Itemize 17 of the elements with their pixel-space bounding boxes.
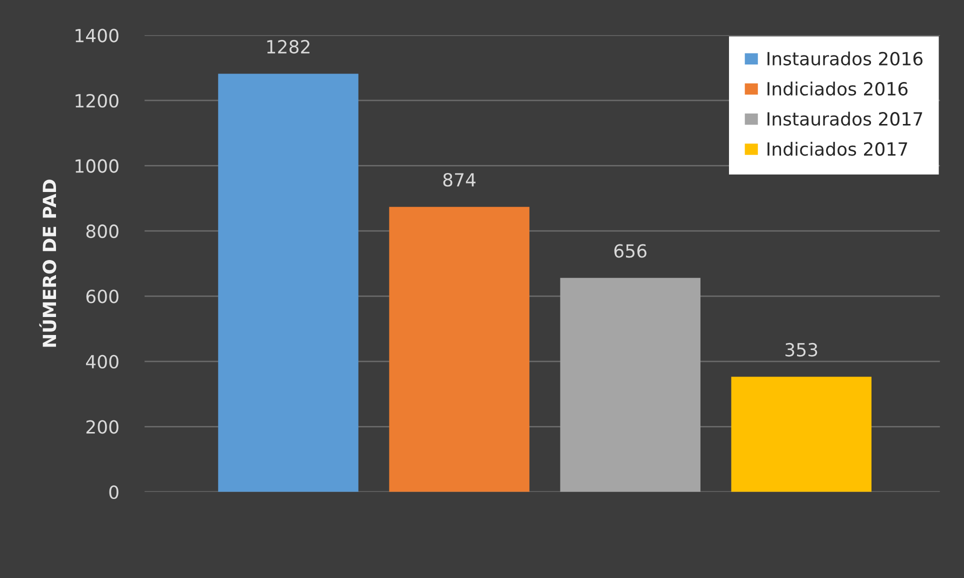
data-label: 656 xyxy=(614,244,646,258)
y-tick-label: 200 xyxy=(86,420,118,434)
legend-label: Instaurados 2017 xyxy=(768,112,922,126)
y-tick-label: 800 xyxy=(86,224,118,238)
y-tick-label: 0 xyxy=(109,485,118,499)
data-label: 1282 xyxy=(267,40,310,54)
y-axis-title: NÚMERO DE PAD xyxy=(39,180,56,347)
legend-label: Indiciados 2016 xyxy=(768,82,908,96)
y-tick-label: 600 xyxy=(86,290,118,304)
y-tick-label: 400 xyxy=(86,354,118,369)
y-tick-label: 1200 xyxy=(76,94,118,108)
data-label: 353 xyxy=(786,342,818,357)
legend-label: Indiciados 2017 xyxy=(768,142,908,156)
y-tick-label: 1000 xyxy=(76,159,118,173)
data-label: 874 xyxy=(443,172,476,187)
y-tick-label: 1400 xyxy=(76,28,118,42)
legend-label: Instaurados 2016 xyxy=(768,52,923,66)
